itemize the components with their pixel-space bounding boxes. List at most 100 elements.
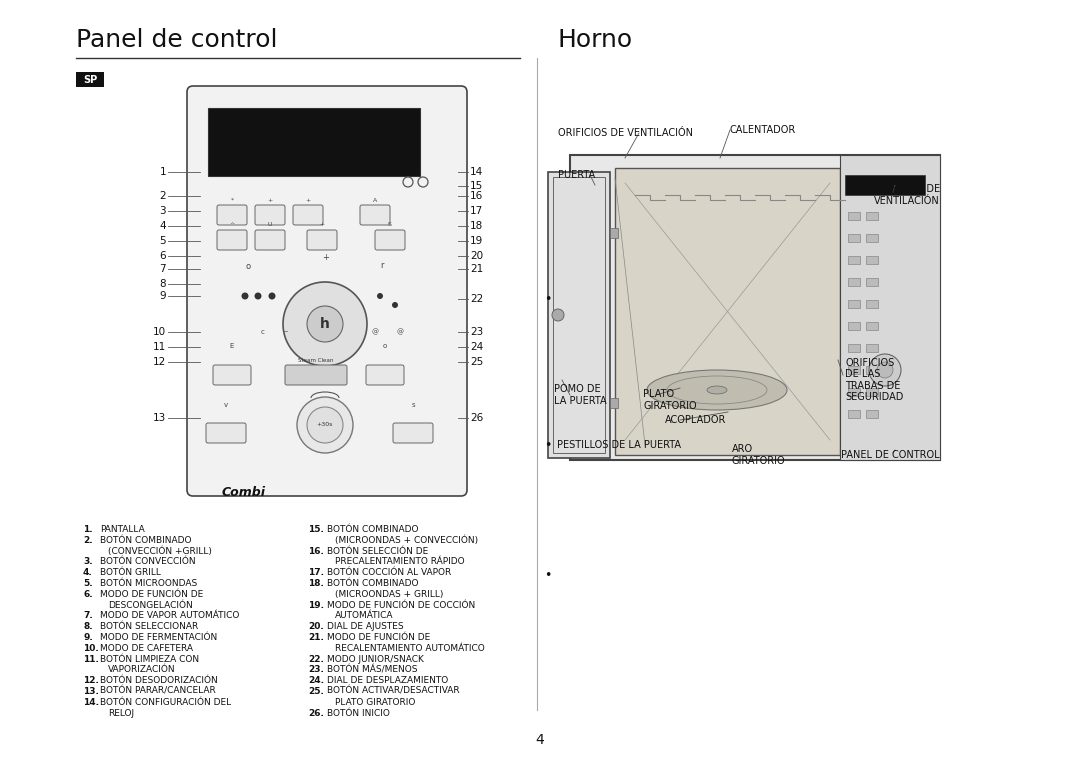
- Text: 22: 22: [470, 294, 483, 304]
- FancyBboxPatch shape: [217, 230, 247, 250]
- FancyBboxPatch shape: [307, 230, 337, 250]
- FancyBboxPatch shape: [217, 205, 247, 225]
- Bar: [848, 278, 860, 286]
- Text: PESTILLOS DE LA PUERTA: PESTILLOS DE LA PUERTA: [557, 440, 681, 450]
- Text: 24.: 24.: [308, 676, 324, 685]
- Text: 13: 13: [152, 413, 166, 423]
- Text: h: h: [320, 317, 329, 331]
- Text: BOTÓN MICROONDAS: BOTÓN MICROONDAS: [100, 579, 198, 588]
- Bar: [866, 322, 878, 330]
- Text: MODO DE FUNCIÓN DE COCCIÓN: MODO DE FUNCIÓN DE COCCIÓN: [327, 600, 475, 610]
- Text: SP: SP: [83, 75, 97, 85]
- Text: DIAL DE AJUSTES: DIAL DE AJUSTES: [327, 622, 404, 631]
- FancyBboxPatch shape: [255, 205, 285, 225]
- Text: 4.: 4.: [83, 568, 93, 577]
- Text: +30s: +30s: [316, 423, 334, 427]
- Text: MODO DE FUNCIÓN DE: MODO DE FUNCIÓN DE: [100, 590, 203, 599]
- Text: 13.: 13.: [83, 687, 99, 696]
- Circle shape: [552, 309, 564, 321]
- Circle shape: [377, 293, 383, 299]
- Text: 2: 2: [160, 191, 166, 201]
- Text: 7.: 7.: [83, 611, 93, 620]
- Text: +: +: [320, 223, 325, 227]
- Text: PANTALLA: PANTALLA: [100, 525, 145, 534]
- Text: BOTÓN COMBINADO: BOTÓN COMBINADO: [327, 525, 419, 534]
- Text: •: •: [544, 294, 552, 307]
- Text: 19.: 19.: [308, 600, 324, 610]
- Text: 18.: 18.: [308, 579, 324, 588]
- Text: 4: 4: [160, 221, 166, 231]
- Text: DESCONGELACIÓN: DESCONGELACIÓN: [108, 600, 192, 610]
- FancyBboxPatch shape: [360, 205, 390, 225]
- Text: 5.: 5.: [83, 579, 93, 588]
- Text: 14.: 14.: [83, 698, 99, 707]
- Circle shape: [307, 407, 343, 443]
- Text: S: S: [388, 223, 392, 227]
- Bar: [840, 155, 940, 460]
- Text: •: •: [544, 568, 552, 581]
- Text: (MICROONDAS + CONVECCIÓN): (MICROONDAS + CONVECCIÓN): [335, 536, 478, 546]
- Text: Horno: Horno: [558, 28, 633, 52]
- Text: Panel de control: Panel de control: [76, 28, 278, 52]
- Text: 19: 19: [470, 236, 483, 246]
- Text: 21: 21: [470, 264, 483, 274]
- Text: 18: 18: [470, 221, 483, 231]
- Text: ORIFICIOS DE
VENTILACIÓN: ORIFICIOS DE VENTILACIÓN: [874, 184, 940, 206]
- Ellipse shape: [707, 386, 727, 394]
- Text: *: *: [230, 198, 233, 202]
- Text: BOTÓN COMBINADO: BOTÓN COMBINADO: [100, 536, 191, 545]
- Text: 14: 14: [470, 167, 483, 177]
- Text: •: •: [544, 439, 552, 452]
- Text: MODO JUNIOR/SNACK: MODO JUNIOR/SNACK: [327, 655, 423, 664]
- Text: BOTÓN COCCIÓN AL VAPOR: BOTÓN COCCIÓN AL VAPOR: [327, 568, 451, 577]
- Text: 16.: 16.: [308, 546, 324, 555]
- Bar: [553, 177, 605, 453]
- Text: POMO DE
LA PUERTA: POMO DE LA PUERTA: [554, 385, 607, 406]
- Text: 15.: 15.: [308, 525, 324, 534]
- FancyBboxPatch shape: [187, 86, 467, 496]
- Text: (MICROONDAS + GRILL): (MICROONDAS + GRILL): [335, 590, 444, 599]
- Text: @: @: [396, 329, 404, 335]
- Text: r: r: [380, 261, 383, 270]
- Bar: [866, 300, 878, 308]
- Text: 24: 24: [470, 342, 483, 352]
- FancyBboxPatch shape: [206, 423, 246, 443]
- Bar: [845, 175, 924, 195]
- Text: BOTÓN SELECCIONAR: BOTÓN SELECCIONAR: [100, 622, 199, 631]
- Text: @: @: [372, 329, 378, 335]
- FancyBboxPatch shape: [375, 230, 405, 250]
- Text: E: E: [230, 343, 234, 349]
- Text: 5: 5: [160, 236, 166, 246]
- Circle shape: [877, 362, 893, 378]
- FancyBboxPatch shape: [76, 72, 104, 87]
- Text: BOTÓN PARAR/CANCELAR: BOTÓN PARAR/CANCELAR: [100, 687, 216, 696]
- FancyBboxPatch shape: [366, 365, 404, 385]
- Text: 12.: 12.: [83, 676, 99, 685]
- Bar: [866, 410, 878, 418]
- Text: 23.: 23.: [308, 665, 324, 674]
- Text: BOTÓN SELECCIÓN DE: BOTÓN SELECCIÓN DE: [327, 546, 429, 555]
- Text: 10.: 10.: [83, 644, 98, 653]
- Text: DIAL DE DESPLAZAMIENTO: DIAL DE DESPLAZAMIENTO: [327, 676, 448, 685]
- Text: 8.: 8.: [83, 622, 93, 631]
- Text: BOTÓN CONFIGURACIÓN DEL: BOTÓN CONFIGURACIÓN DEL: [100, 698, 231, 707]
- Bar: [866, 256, 878, 264]
- Bar: [848, 256, 860, 264]
- Text: BOTÓN DESODORIZACIÓN: BOTÓN DESODORIZACIÓN: [100, 676, 218, 685]
- Text: o: o: [383, 343, 387, 349]
- Text: CALENTADOR: CALENTADOR: [730, 125, 796, 135]
- Text: (CONVECCIÓN +GRILL): (CONVECCIÓN +GRILL): [108, 546, 212, 556]
- Circle shape: [392, 302, 399, 308]
- Text: PANEL DE CONTROL: PANEL DE CONTROL: [841, 450, 940, 460]
- Bar: [848, 234, 860, 242]
- Text: ORIFICIOS
DE LAS
TRABAS DE
SEGURIDAD: ORIFICIOS DE LAS TRABAS DE SEGURIDAD: [845, 358, 903, 402]
- Text: ^: ^: [229, 223, 234, 227]
- Text: RECALENTAMIENTO AUTOMÁTICO: RECALENTAMIENTO AUTOMÁTICO: [335, 644, 485, 653]
- Circle shape: [255, 292, 261, 300]
- Text: c: c: [261, 329, 265, 335]
- Text: Steam Clean: Steam Clean: [298, 358, 334, 362]
- Text: 17.: 17.: [308, 568, 324, 577]
- Text: 20: 20: [470, 251, 483, 261]
- Text: 15: 15: [470, 181, 483, 191]
- Bar: [848, 410, 860, 418]
